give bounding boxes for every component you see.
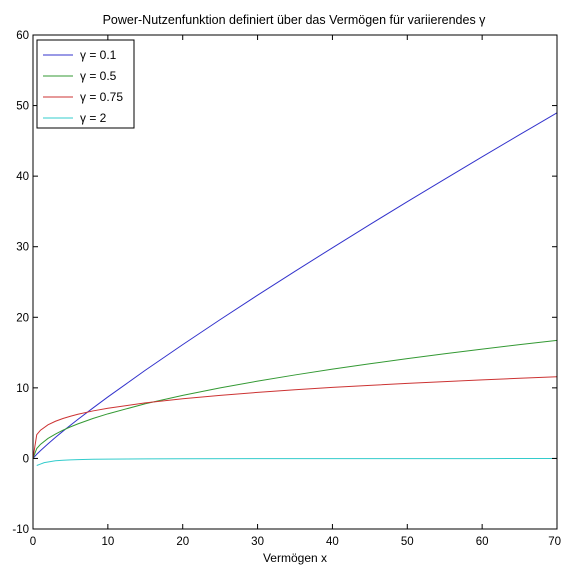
- x-tick-label: 30: [251, 536, 264, 548]
- x-tick-label: 20: [176, 536, 189, 548]
- y-tick-label: 20: [16, 312, 29, 324]
- legend-label-2: γ = 0.5: [80, 69, 117, 83]
- y-tick-label: 40: [16, 171, 29, 183]
- plot-frame: [32, 34, 558, 530]
- x-axis-label: Vermögen x: [263, 551, 327, 565]
- series-line-3: [32, 376, 558, 459]
- x-tick-label: 0: [30, 536, 36, 548]
- x-tick-label: 50: [401, 536, 414, 548]
- x-axis: 0 10 20 30 40 50 60 70: [30, 35, 561, 548]
- y-tick-label: 10: [16, 383, 29, 395]
- y-tick-label: 60: [16, 30, 29, 42]
- series-line-2: [32, 339, 558, 459]
- y-tick-label: 0: [23, 453, 29, 465]
- legend-label-4: γ = 2: [80, 111, 107, 125]
- x-tick-label: 40: [326, 536, 339, 548]
- y-tick-label: 50: [16, 101, 29, 113]
- series-layer: [32, 112, 558, 466]
- legend-label-1: γ = 0.1: [80, 48, 117, 62]
- x-tick-label: 70: [548, 536, 561, 548]
- series-line-1: [32, 112, 558, 459]
- chart-title: Power-Nutzenfunktion definiert über das …: [103, 13, 487, 27]
- y-tick-label: 30: [16, 242, 29, 254]
- legend: γ = 0.1 γ = 0.5 γ = 0.75 γ = 2: [36, 39, 135, 129]
- series-line-4: [36, 458, 558, 466]
- x-tick-label: 60: [476, 536, 489, 548]
- legend-label-3: γ = 0.75: [80, 90, 123, 104]
- y-tick-label: -10: [12, 524, 29, 536]
- y-axis: -10 0 10 20 30 40 50 60: [12, 30, 557, 536]
- x-tick-label: 10: [101, 536, 114, 548]
